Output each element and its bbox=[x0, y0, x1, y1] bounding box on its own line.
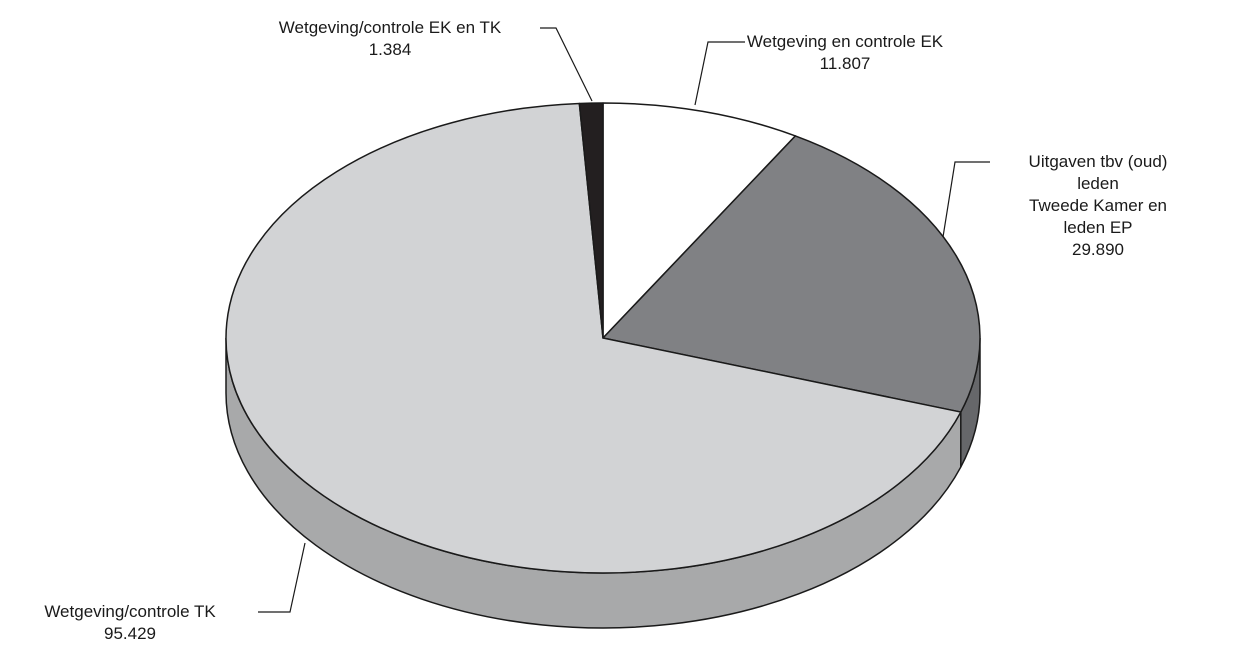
value-label: 11.807 bbox=[819, 54, 871, 73]
leader-line bbox=[540, 27, 593, 102]
pie-slice bbox=[602, 135, 981, 413]
value-label: 95.429 bbox=[104, 624, 156, 643]
value-label: 29.890 bbox=[1072, 240, 1124, 259]
slice-label: Wetgeving en controle EK bbox=[746, 32, 944, 51]
pie-slice bbox=[578, 102, 604, 339]
leader-line bbox=[258, 542, 306, 613]
pie-slice bbox=[225, 102, 962, 574]
slice-label: Wetgeving/controle EK en TK bbox=[278, 18, 502, 37]
leader-line bbox=[694, 41, 745, 106]
leader-line bbox=[942, 161, 990, 238]
slice-label: Uitgaven tbv (oud) leden Tweede Kamer en… bbox=[1028, 152, 1168, 237]
value-label: 1.384 bbox=[368, 40, 412, 59]
pie-slice bbox=[602, 102, 797, 339]
slice-label: Wetgeving/controle TK bbox=[44, 602, 216, 621]
